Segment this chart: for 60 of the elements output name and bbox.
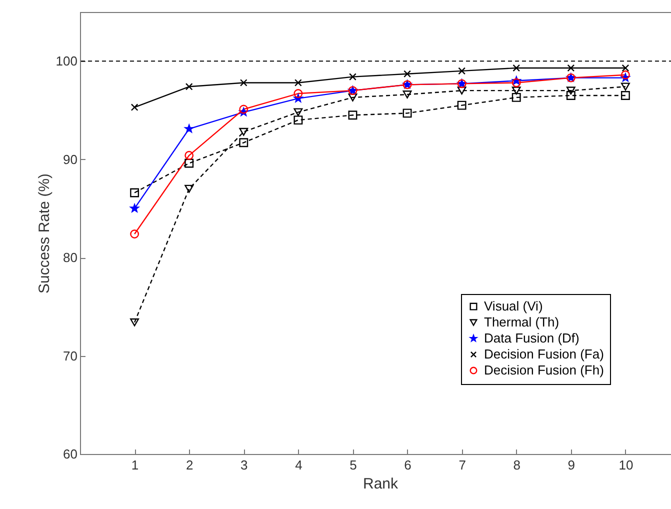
y-axis-title: Success Rate (%): [36, 173, 53, 294]
y-tick-label: 60: [63, 446, 78, 462]
point: [620, 82, 630, 91]
point: [130, 104, 138, 111]
point: [184, 150, 194, 160]
y-tick-label: 80: [63, 250, 78, 266]
x-tick-label: 2: [186, 458, 194, 472]
point: [512, 78, 521, 88]
point: [404, 70, 411, 78]
legend-label: Visual (Vi): [484, 298, 543, 314]
point: [566, 91, 576, 100]
y-tick-label: 70: [63, 348, 78, 364]
point: [348, 94, 358, 102]
x-tick-label: 1: [131, 458, 139, 472]
point: [457, 100, 466, 110]
x-tick-label: 6: [404, 458, 412, 472]
point: [294, 79, 302, 86]
point: [130, 318, 140, 326]
point: [512, 86, 521, 95]
x-tick-label: 3: [240, 458, 248, 472]
point: [130, 204, 139, 212]
point: [567, 64, 575, 72]
point: [294, 116, 303, 125]
point: [512, 92, 521, 102]
point: [184, 184, 194, 193]
point: [622, 64, 630, 72]
point: [185, 82, 193, 90]
point: [348, 110, 358, 120]
point: [458, 67, 466, 75]
point: [130, 230, 140, 238]
point: [402, 108, 412, 118]
y-tick-label: 100: [56, 54, 78, 69]
point: [130, 188, 140, 198]
x-tick-label: 5: [350, 458, 357, 472]
x-tick-label: 7: [458, 458, 466, 472]
point: [402, 90, 412, 98]
point: [184, 158, 194, 168]
x-tick-label: 8: [513, 458, 520, 472]
point: [294, 89, 303, 98]
x-tick-label: 9: [568, 458, 576, 472]
x-axis-title: Rank: [362, 476, 398, 492]
point: [239, 104, 248, 114]
point: [512, 64, 520, 72]
point: [349, 73, 356, 81]
x-tick-label: 10: [618, 458, 634, 472]
legend-label: Data Fusion (Df): [484, 330, 580, 346]
point: [457, 86, 466, 95]
legend-label: Decision Fusion (Fh): [484, 362, 604, 378]
point: [566, 86, 576, 95]
point: [184, 124, 194, 133]
legend-label: Decision Fusion (Fa): [484, 346, 604, 362]
point: [239, 138, 248, 148]
point: [620, 91, 630, 100]
y-tick-label: 90: [63, 152, 78, 167]
legend-label: Thermal (Th): [484, 314, 560, 330]
point: [620, 70, 630, 80]
point: [294, 108, 303, 116]
point: [240, 79, 248, 86]
x-tick-label: 4: [295, 458, 302, 472]
point: [239, 128, 248, 136]
